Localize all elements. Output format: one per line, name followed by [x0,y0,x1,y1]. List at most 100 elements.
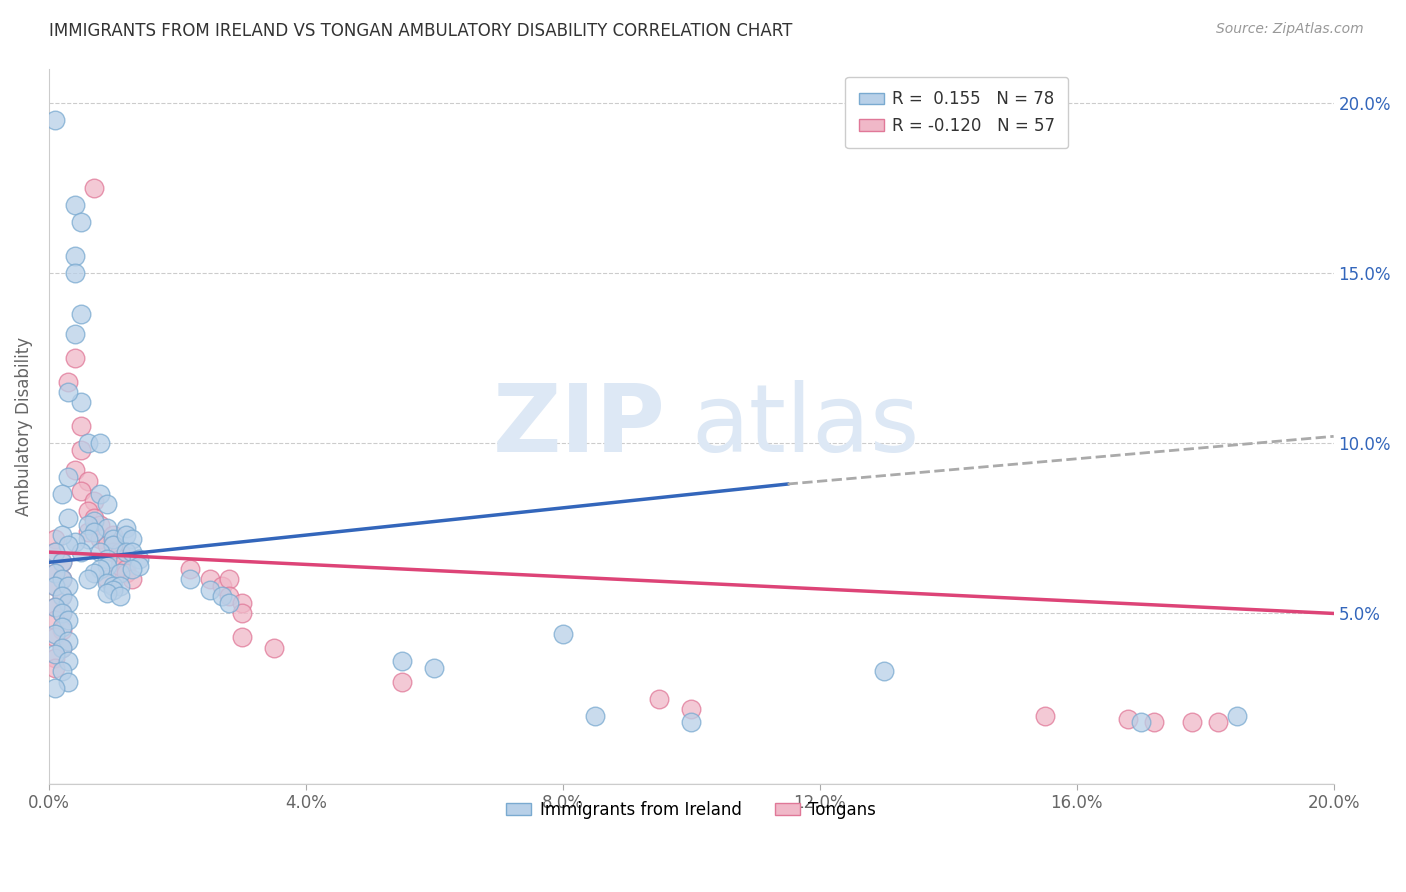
Point [76,573,98,587]
Point [44,648,66,662]
Point [83,494,105,508]
Point [76,504,98,518]
Point [103,579,125,593]
Point [63,463,86,477]
Point [115,528,138,542]
Point [108,579,131,593]
Point [121,562,143,576]
Point [44,566,66,580]
Point [96,573,118,587]
Point [44,630,66,644]
Point [115,521,138,535]
Point [96,538,118,552]
Point [391,674,413,689]
Point [51,624,73,638]
Point [58,538,80,552]
Point [108,545,131,559]
Point [128,558,150,573]
Point [44,112,66,127]
Point [83,566,105,580]
Point [44,545,66,559]
Point [263,640,285,655]
Point [58,579,80,593]
Point [391,654,413,668]
Point [44,579,66,593]
Point [103,582,125,597]
Point [89,532,111,546]
Point [89,517,111,532]
Point [89,487,111,501]
Point [83,524,105,539]
Point [198,582,221,597]
Point [76,436,98,450]
Point [51,555,73,569]
Point [681,702,703,716]
Point [51,573,73,587]
Point [63,327,86,342]
Point [89,562,111,576]
Y-axis label: Ambulatory Disability: Ambulatory Disability [15,336,32,516]
Point [51,590,73,604]
Point [51,607,73,621]
Point [681,715,703,730]
Point [121,532,143,546]
Point [44,599,66,614]
Point [89,545,111,559]
Point [63,266,86,280]
Point [44,627,66,641]
Legend: Immigrants from Ireland, Tongans: Immigrants from Ireland, Tongans [499,794,883,825]
Point [115,545,138,559]
Point [76,532,98,546]
Point [83,180,105,194]
Point [1116,712,1139,726]
Point [58,613,80,627]
Point [179,562,201,576]
Point [58,674,80,689]
Point [51,555,73,569]
Point [51,487,73,501]
Point [83,515,105,529]
Point [211,579,233,593]
Point [63,198,86,212]
Point [103,538,125,552]
Point [96,521,118,535]
Point [51,620,73,634]
Point [218,596,240,610]
Point [58,511,80,525]
Point [58,470,80,484]
Point [218,590,240,604]
Point [58,385,80,400]
Point [51,640,73,655]
Point [211,590,233,604]
Point [51,665,73,679]
Point [70,419,93,434]
Text: Source: ZipAtlas.com: Source: ZipAtlas.com [1216,22,1364,37]
Point [103,545,125,559]
Point [76,524,98,539]
Point [1033,708,1056,723]
Point [121,573,143,587]
Point [423,661,446,675]
Point [51,528,73,542]
Point [76,517,98,532]
Point [44,681,66,696]
Point [70,395,93,409]
Point [96,498,118,512]
Point [648,691,671,706]
Point [89,436,111,450]
Point [63,535,86,549]
Point [96,575,118,590]
Point [873,665,896,679]
Point [44,579,66,593]
Point [70,307,93,321]
Point [231,596,253,610]
Point [103,538,125,552]
Point [44,566,66,580]
Point [44,650,66,665]
Point [103,532,125,546]
Point [44,661,66,675]
Point [44,545,66,559]
Point [63,249,86,263]
Point [551,627,574,641]
Point [96,552,118,566]
